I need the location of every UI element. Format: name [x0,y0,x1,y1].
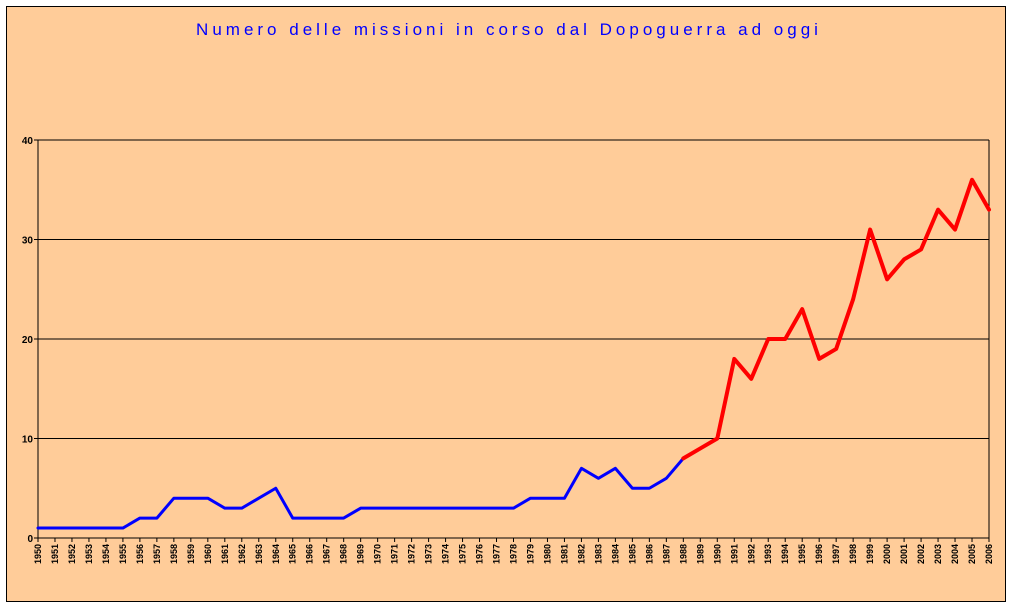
y-tick-label-40: 40 [22,136,34,147]
x-tick-label-2004: 2004 [950,544,960,564]
x-tick-label-1963: 1963 [254,544,264,564]
x-tick-label-1998: 1998 [848,544,858,564]
x-tick-label-2006: 2006 [984,544,994,564]
series-line-1988-2006 [681,177,991,461]
x-tick-label-1956: 1956 [135,544,145,564]
y-tick-label-30: 30 [22,236,34,247]
x-tick-label-1986: 1986 [644,544,654,564]
x-tick-label-1988: 1988 [678,544,688,564]
x-tick-label-1957: 1957 [152,544,162,564]
x-tick-label-1968: 1968 [339,544,349,564]
x-tick-label-1962: 1962 [237,544,247,564]
x-tick-label-1980: 1980 [542,544,552,564]
x-tick-label-1954: 1954 [101,544,111,564]
chart-title: Numero delle missioni in corso dal Dopog… [196,20,822,39]
x-tick-label-1965: 1965 [288,544,298,564]
x-tick-label-2005: 2005 [967,544,977,564]
x-tick-label-1959: 1959 [186,544,196,564]
x-tick-label-1950: 1950 [33,544,43,564]
x-tick-label-1972: 1972 [407,544,417,564]
y-tick-label-0: 0 [27,534,33,545]
x-tick-label-1987: 1987 [661,544,671,564]
x-tick-label-1983: 1983 [593,544,603,564]
x-tick-label-1958: 1958 [169,544,179,564]
x-tick-label-1976: 1976 [475,544,485,564]
x-tick-label-2000: 2000 [882,544,892,564]
x-tick-label-1991: 1991 [729,544,739,564]
x-tick-label-1982: 1982 [576,544,586,564]
y-tick-label-20: 20 [22,335,34,346]
x-tick-label-1952: 1952 [67,544,77,564]
x-tick-label-1955: 1955 [118,544,128,564]
x-tick-label-1978: 1978 [509,544,519,564]
x-tick-label-1993: 1993 [763,544,773,564]
x-tick-label-1999: 1999 [865,544,875,564]
y-tick-label-10: 10 [22,435,34,446]
x-tick-label-1961: 1961 [220,544,230,564]
x-tick-label-1985: 1985 [627,544,637,564]
x-tick-label-1964: 1964 [271,544,281,564]
x-tick-label-2003: 2003 [933,544,943,564]
x-tick-label-1969: 1969 [356,544,366,564]
x-tick-label-1966: 1966 [305,544,315,564]
x-tick-label-1995: 1995 [797,544,807,564]
x-tick-label-1953: 1953 [84,544,94,564]
x-tick-label-1971: 1971 [390,544,400,564]
x-tick-label-1973: 1973 [424,544,434,564]
x-tick-label-1970: 1970 [373,544,383,564]
x-tick-label-1974: 1974 [441,544,451,564]
chart-frame [6,6,1006,602]
x-tick-label-1960: 1960 [203,544,213,564]
x-tick-label-1984: 1984 [610,544,620,564]
x-tick-label-1989: 1989 [695,544,705,564]
x-tick-label-1951: 1951 [50,544,60,564]
x-tick-label-1977: 1977 [492,544,502,564]
x-tick-label-1975: 1975 [458,544,468,564]
x-tick-label-1990: 1990 [712,544,722,564]
x-tick-label-1992: 1992 [746,544,756,564]
x-tick-label-1981: 1981 [559,544,569,564]
x-tick-label-2001: 2001 [899,544,909,564]
x-tick-label-1997: 1997 [831,544,841,564]
x-tick-label-1996: 1996 [814,544,824,564]
x-tick-label-1967: 1967 [322,544,332,564]
x-tick-label-1979: 1979 [525,544,535,564]
series-line-1950-1988 [36,456,685,530]
x-tick-label-1994: 1994 [780,544,790,564]
x-tick-label-2002: 2002 [916,544,926,564]
